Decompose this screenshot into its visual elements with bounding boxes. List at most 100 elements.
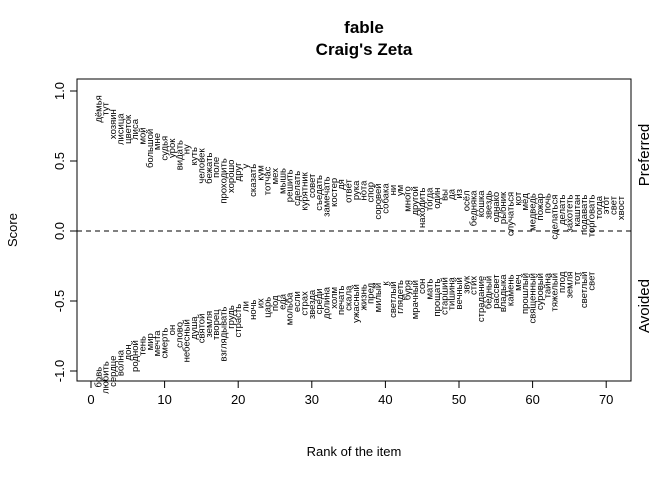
preferred-word: дя xyxy=(336,179,347,190)
preferred-word: совет xyxy=(307,173,318,198)
avoided-word: ночь xyxy=(248,300,259,320)
preferred-word: кот xyxy=(513,191,524,205)
avoided-word: страх xyxy=(299,291,310,316)
preferred-word: ну xyxy=(182,144,193,154)
avoided-word: ужасный xyxy=(351,284,362,323)
preferred-word: костер xyxy=(329,178,340,207)
avoided-word: слово xyxy=(174,322,185,348)
preferred-word: мех xyxy=(270,168,281,185)
avoided-word: душа xyxy=(189,316,200,340)
preferred-word: осёл xyxy=(461,190,472,211)
avoided-word: святой xyxy=(196,314,207,344)
preferred-word: тогда xyxy=(425,187,436,211)
y-tick-label: 1.0 xyxy=(52,82,67,100)
preferred-word: ответ xyxy=(344,179,355,203)
x-tick-label: 30 xyxy=(305,392,319,407)
preferred-word: видать xyxy=(174,140,185,170)
avoided-word: рассвет xyxy=(491,274,502,309)
avoided-word: мечта xyxy=(152,330,163,357)
y-tick-label: -1.0 xyxy=(52,360,67,382)
avoided-word: смерть xyxy=(160,328,171,359)
avoided-word: бовь xyxy=(93,367,104,388)
preferred-word: однако xyxy=(491,192,502,223)
avoided-word: взглядывать xyxy=(218,307,229,362)
preferred-word: бежать xyxy=(204,153,215,184)
avoided-word: небесный xyxy=(182,319,193,362)
preferred-word: урок xyxy=(167,138,178,158)
preferred-word: человек xyxy=(196,148,207,184)
avoided-word: к xyxy=(380,281,391,286)
avoided-word: старший xyxy=(439,277,450,315)
avoided-word: звезда xyxy=(307,289,318,319)
avoided-word: плод xyxy=(557,271,568,293)
preferred-word: торговать xyxy=(586,195,597,238)
preferred-word: вы xyxy=(439,189,450,201)
preferred-word: проходить xyxy=(218,158,229,204)
x-tick-label: 20 xyxy=(231,392,245,407)
avoided-word: тот xyxy=(572,271,583,285)
preferred-word: кум xyxy=(255,165,266,180)
avoided-word: прошлый xyxy=(520,273,531,314)
avoided-word: под xyxy=(270,295,281,311)
avoided-word: мир xyxy=(145,333,156,350)
preferred-word: делать xyxy=(557,195,568,225)
preferred-word: собака xyxy=(380,183,391,214)
avoided-word: жизнь xyxy=(358,284,369,310)
avoided-words: бовьлюбитьсердцеволнадонроднойтеньмирмеч… xyxy=(93,271,597,394)
preferred-word: мышь xyxy=(277,168,288,194)
avoided-word: бедный xyxy=(483,276,494,309)
preferred-word: рыбник xyxy=(498,191,509,224)
preferred-word: сделаться xyxy=(550,195,561,240)
avoided-word: их xyxy=(255,298,266,308)
avoided-word: мольба xyxy=(285,292,296,325)
preferred-word: ни xyxy=(388,185,399,196)
avoided-word: стих xyxy=(469,276,480,295)
preferred-word: находить xyxy=(417,188,428,228)
preferred-word: захотеть xyxy=(564,195,575,233)
avoided-word: буря xyxy=(402,280,413,300)
avoided-word: владыка xyxy=(498,274,509,312)
preferred-word: да xyxy=(447,188,458,200)
avoided-word: светлый xyxy=(388,281,399,317)
avoided-word: свет xyxy=(586,271,597,291)
y-tick-label: -0.5 xyxy=(52,290,67,312)
preferred-word: мой xyxy=(138,127,149,144)
x-axis-label: Rank of the item xyxy=(307,444,402,459)
avoided-word: страдание xyxy=(476,276,487,322)
avoided-word: сердце xyxy=(108,356,119,387)
avoided-word: если xyxy=(292,291,303,312)
preferred-word: судья xyxy=(160,136,171,161)
x-tick-label: 10 xyxy=(157,392,171,407)
avoided-word: еда xyxy=(277,293,288,310)
avoided-word: волна xyxy=(115,349,126,376)
avoided-word: суровый xyxy=(535,273,546,310)
avoided-word: любить xyxy=(101,361,112,394)
preferred-word: медведь xyxy=(528,193,539,231)
preferred-word: хорошо xyxy=(226,160,237,193)
preferred-word: мне xyxy=(152,133,163,150)
preferred-word: спор xyxy=(366,182,377,202)
x-tick-label: 40 xyxy=(378,392,392,407)
avoided-word: сон xyxy=(417,279,428,294)
preferred-word: дёмья xyxy=(93,95,104,122)
avoided-word: тишина xyxy=(447,276,458,310)
preferred-word: свет xyxy=(609,195,620,215)
avoided-word: вечный xyxy=(454,277,465,309)
avoided-word: священный xyxy=(528,273,539,323)
y-tick-label: 0.5 xyxy=(52,152,67,170)
preferred-word: другой xyxy=(410,186,421,215)
avoided-word: среди xyxy=(314,288,325,314)
preferred-word: кошка xyxy=(476,190,487,218)
preferred-word: хозяин xyxy=(108,109,119,139)
preferred-word: лисица xyxy=(115,113,126,145)
preferred-word: пожар xyxy=(535,193,546,220)
y-tick-label: 0.0 xyxy=(52,222,67,240)
preferred-word: беднякa xyxy=(469,190,480,226)
preferred-word: почь xyxy=(542,193,553,213)
x-axis: 0 10 20 30 40 50 60 70 xyxy=(87,380,613,407)
preferred-word: нота xyxy=(358,180,369,201)
preferred-word: сделать xyxy=(292,171,303,206)
preferred-word: случаться xyxy=(506,192,517,236)
avoided-label: Avoided xyxy=(636,279,653,333)
